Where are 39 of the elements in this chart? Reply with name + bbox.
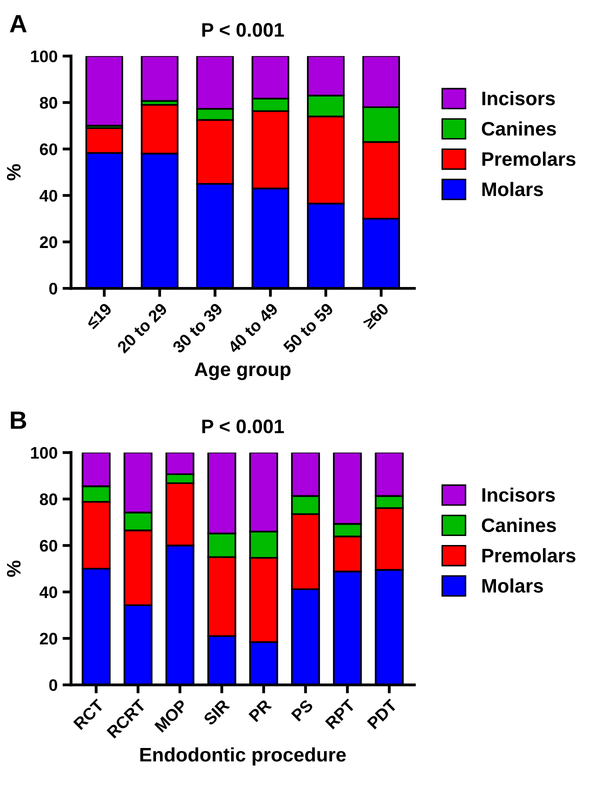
y-tick-label: 40 bbox=[40, 190, 58, 202]
x-tick-label: PS bbox=[290, 698, 314, 722]
y-tick-label: 0 bbox=[49, 679, 58, 692]
y-tick-label: 60 bbox=[40, 540, 58, 552]
chart-title: P < 0.001 bbox=[202, 23, 284, 37]
x-tick-label: 40 to 49 bbox=[227, 302, 279, 354]
y-tick-label: 40 bbox=[40, 586, 58, 598]
legend-label: Molars bbox=[482, 182, 543, 196]
y-tick-label: 80 bbox=[40, 96, 58, 109]
legend-label: Incisors bbox=[482, 91, 555, 106]
x-tick-label: ≥60 bbox=[362, 302, 390, 330]
y-axis-title: % bbox=[6, 164, 21, 180]
bar bbox=[140, 56, 178, 102]
legend-label: Premolars bbox=[482, 152, 576, 166]
y-tick-label: 100 bbox=[31, 446, 58, 459]
y-tick-label: 60 bbox=[40, 143, 58, 156]
x-tick-label: 50 to 59 bbox=[282, 302, 334, 354]
y-tick-label: 80 bbox=[40, 493, 58, 506]
y-tick-label: 0 bbox=[49, 282, 58, 295]
bar bbox=[85, 56, 124, 127]
x-axis-title: Endodontic procedure bbox=[140, 747, 346, 766]
x-tick-label: 20 to 29 bbox=[116, 302, 168, 354]
x-tick-label: ≤19 bbox=[85, 302, 112, 330]
legend-label: Canines bbox=[482, 121, 556, 136]
x-tick-label: PR bbox=[248, 698, 272, 722]
x-tick-label: 30 to 39 bbox=[172, 302, 224, 354]
text: B bbox=[10, 412, 26, 429]
x-axis-title: Age group bbox=[194, 362, 291, 380]
x-tick-label: SIR bbox=[202, 698, 230, 726]
text: A bbox=[10, 15, 27, 32]
legend-label: Premolars bbox=[482, 548, 576, 562]
legend-label: Molars bbox=[482, 578, 543, 593]
y-tick-label: 20 bbox=[40, 236, 58, 248]
chart-title: P < 0.001 bbox=[202, 420, 284, 434]
legend-label: Incisors bbox=[482, 488, 555, 502]
y-axis-title: % bbox=[6, 560, 21, 577]
legend-label: Canines bbox=[482, 518, 556, 532]
y-tick-label: 100 bbox=[31, 50, 58, 62]
y-tick-label: 20 bbox=[40, 632, 58, 645]
